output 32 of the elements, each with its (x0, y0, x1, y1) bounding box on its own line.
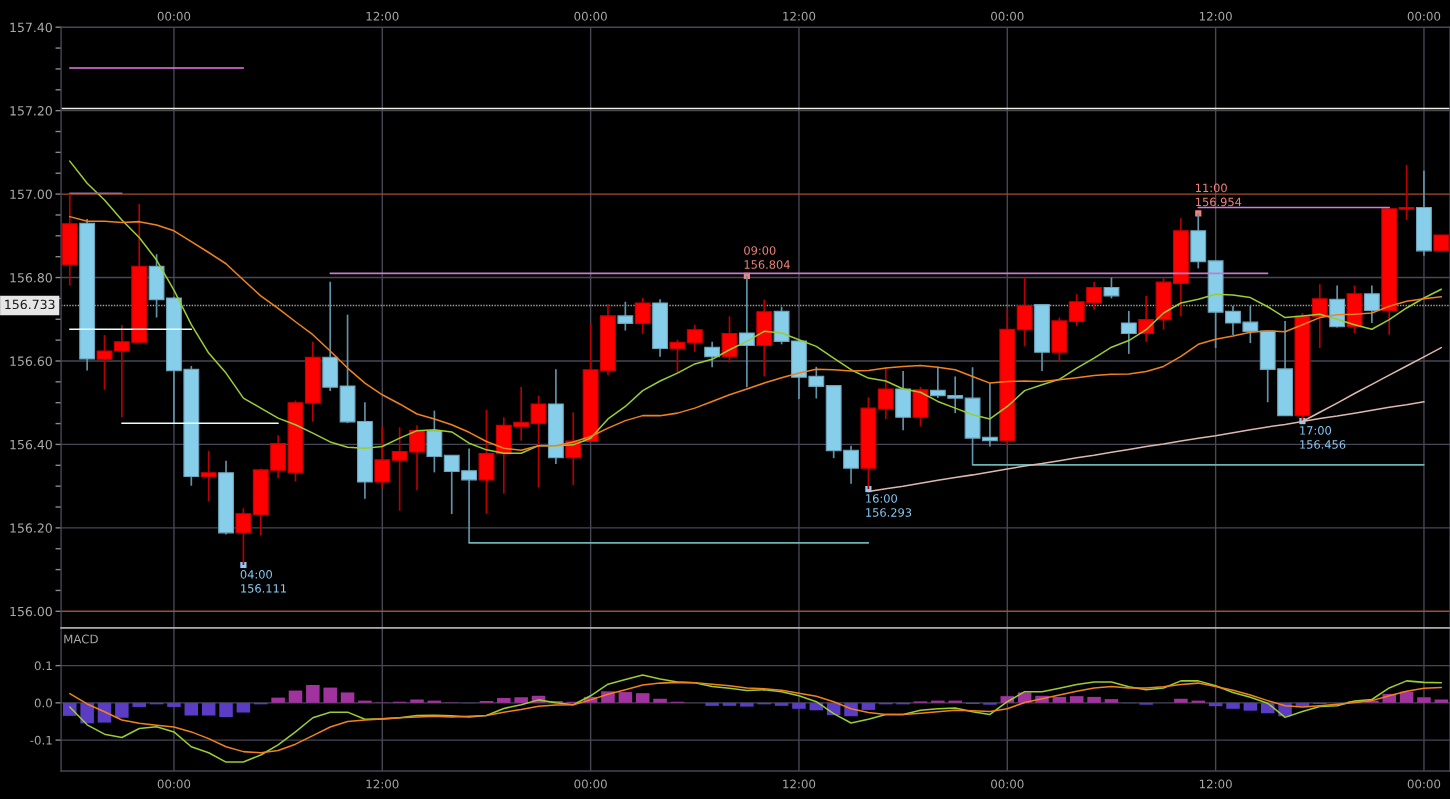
y-tick-label: 157.20 (10, 106, 52, 116)
x-tick-label: 12:00 (783, 779, 816, 789)
y-tick-label: 157.40 (10, 22, 52, 33)
x-tick-label: 00:00 (157, 779, 191, 789)
x-tick-label: 00:00 (1407, 11, 1441, 21)
x-tick-label: 12:00 (366, 11, 399, 21)
y-tick-label: 156.80 (10, 273, 52, 283)
x-tick-label: 12:00 (783, 11, 816, 21)
annotation: 17:00 156.456 (1300, 426, 1346, 449)
x-tick-label: 00:00 (991, 779, 1024, 789)
ref-line-label: 156.733 (5, 299, 55, 310)
x-tick-label: 12:00 (366, 779, 399, 789)
y-tick-label: 156.00 (10, 606, 52, 617)
x-tick-label: 12:00 (1199, 11, 1232, 21)
annotation: 16:00 156.293 (866, 494, 912, 517)
x-tick-label: 00:00 (991, 11, 1024, 21)
y-tick-label: 156.20 (10, 523, 52, 533)
annotation: 11:00 156.954 (1196, 183, 1242, 207)
y-tick-label: 0.1 (34, 661, 52, 671)
chart-title: MACD (64, 634, 98, 644)
x-tick-label: 00:00 (157, 11, 191, 21)
x-tick-label: 00:00 (1407, 779, 1441, 789)
annotation: 04:00 156.111 (240, 570, 286, 593)
x-tick-label: 12:00 (1199, 779, 1232, 789)
y-tick-label: 0.0 (34, 698, 52, 708)
y-tick-label: -0.1 (30, 735, 52, 745)
x-tick-label: 00:00 (574, 11, 607, 21)
y-tick-label: 157.00 (10, 189, 52, 200)
y-tick-label: 156.40 (10, 439, 52, 450)
y-tick-label: 156.60 (10, 356, 52, 366)
annotation: 09:00 156.804 (744, 246, 790, 269)
x-tick-label: 00:00 (574, 779, 607, 789)
